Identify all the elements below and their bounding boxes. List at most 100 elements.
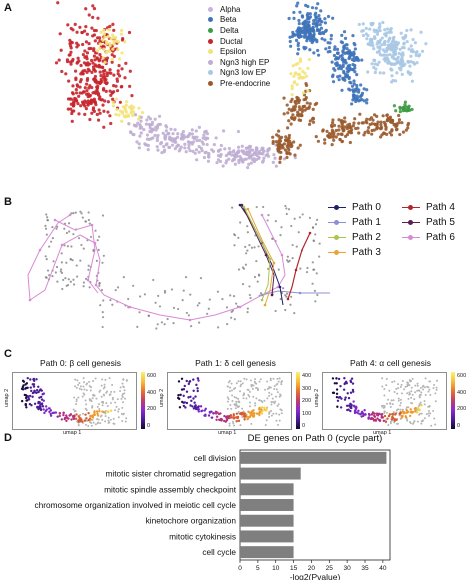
cell-point xyxy=(353,43,357,47)
cell-point xyxy=(99,30,103,34)
umap-point xyxy=(184,406,187,409)
umap-point xyxy=(103,383,106,386)
path-node xyxy=(128,305,132,309)
cell-point xyxy=(82,29,87,33)
umap-point xyxy=(192,397,195,400)
cell-point xyxy=(306,4,310,9)
umap-point xyxy=(240,383,243,386)
umap-point xyxy=(254,378,257,381)
colorbar-tick: 400 xyxy=(302,373,312,379)
cell-point xyxy=(366,129,370,133)
cell-point xyxy=(97,80,101,85)
umap-point xyxy=(84,407,87,410)
umap-point xyxy=(396,392,399,395)
cell-point xyxy=(111,33,115,37)
umap-xlabel: umap 1 xyxy=(373,430,392,436)
cell-point xyxy=(256,280,259,283)
cell-point xyxy=(370,122,374,126)
cell-point xyxy=(406,123,410,127)
cell-point xyxy=(75,30,79,34)
cell-point xyxy=(293,311,296,315)
cell-point xyxy=(248,293,251,297)
cell-point xyxy=(298,67,302,71)
umap-point xyxy=(399,398,402,401)
cell-point xyxy=(392,35,396,39)
umap-point xyxy=(111,383,114,386)
cell-point xyxy=(323,138,327,142)
path-legend-label: Path 1 xyxy=(352,217,381,228)
cell-point xyxy=(257,273,261,276)
umap-point xyxy=(38,401,41,404)
umap-point xyxy=(96,418,99,421)
cell-point xyxy=(79,104,83,108)
cell-point xyxy=(255,259,258,263)
cell-point xyxy=(85,32,89,36)
cell-point xyxy=(79,259,82,262)
umap-point xyxy=(70,418,73,421)
cell-point xyxy=(94,64,99,68)
cell-point xyxy=(277,139,281,143)
umap-point xyxy=(395,387,398,390)
cell-point xyxy=(409,71,413,75)
celltype-scatter xyxy=(54,1,428,170)
path-node xyxy=(278,285,282,289)
umap-point xyxy=(192,407,196,410)
umap-point xyxy=(432,387,435,390)
cell-point xyxy=(221,129,226,133)
umap-point xyxy=(350,406,353,410)
umap-point xyxy=(270,400,273,403)
umap-point xyxy=(433,383,436,386)
umap-point xyxy=(78,419,82,423)
cell-point xyxy=(233,318,236,321)
umap-point xyxy=(20,387,24,391)
umap-point xyxy=(391,413,394,416)
cell-point xyxy=(70,212,73,215)
cell-point xyxy=(99,74,103,78)
cell-point xyxy=(381,114,385,118)
path-legend-item: Path 2 xyxy=(328,230,381,245)
umap-point xyxy=(74,385,77,388)
umap-point xyxy=(78,387,81,390)
umap-point xyxy=(40,389,43,392)
cell-point xyxy=(194,129,198,133)
cell-point xyxy=(385,53,390,57)
cell-point xyxy=(351,62,355,67)
umap-point xyxy=(336,399,340,402)
umap-point xyxy=(58,414,61,418)
umap-point xyxy=(349,402,352,406)
cell-point xyxy=(402,41,406,45)
umap-point xyxy=(62,413,65,417)
cell-point xyxy=(375,32,380,36)
cell-point xyxy=(99,77,103,81)
umap-point xyxy=(40,403,44,406)
category-label: kinetochore organization xyxy=(146,516,237,526)
cell-point xyxy=(304,19,308,23)
umap-title: Path 0: β cell genesis xyxy=(40,358,121,368)
umap-point xyxy=(62,411,65,415)
cell-point xyxy=(340,121,344,125)
cell-point xyxy=(359,94,363,98)
umap-point xyxy=(343,376,346,380)
cell-point xyxy=(253,275,257,279)
cell-point xyxy=(314,135,318,139)
legend-label: Delta xyxy=(220,25,239,35)
umap-point xyxy=(400,383,403,386)
cell-point xyxy=(409,28,413,32)
cell-point xyxy=(44,224,47,228)
umap-point xyxy=(428,388,431,391)
cell-point xyxy=(246,165,250,170)
cell-point xyxy=(95,57,99,61)
cell-point xyxy=(84,25,88,29)
umap-point xyxy=(335,395,339,399)
cell-point xyxy=(300,29,304,33)
cell-point xyxy=(197,150,201,154)
umap-point xyxy=(384,419,387,422)
path-legend-item: Path 0 xyxy=(328,200,381,215)
cell-point xyxy=(295,245,298,248)
cell-point xyxy=(227,152,231,156)
path-node xyxy=(260,213,264,217)
cell-point xyxy=(133,113,138,117)
cell-point xyxy=(375,127,379,131)
umap-point xyxy=(280,409,283,412)
umap-point xyxy=(245,378,248,381)
